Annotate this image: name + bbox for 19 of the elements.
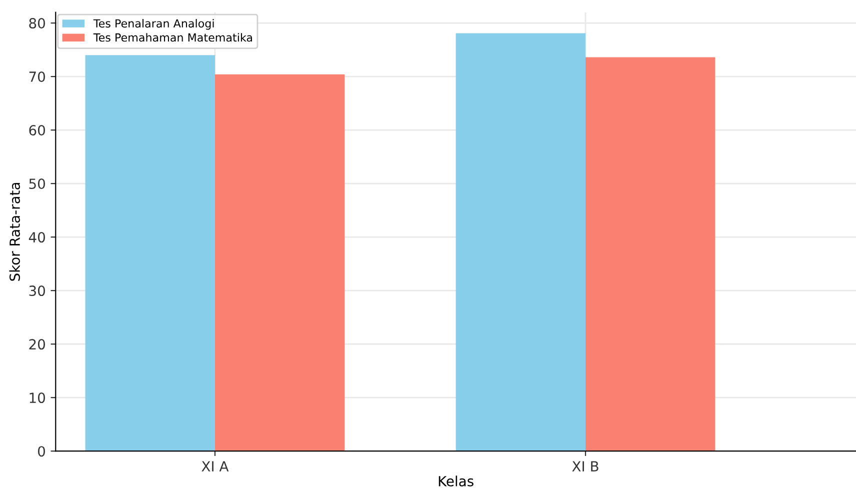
x-axis-title: Kelas (438, 476, 474, 486)
legend-label: Tes Penalaran Analogi (93, 18, 214, 30)
y-tick-label: 50 (29, 178, 45, 190)
y-tick-label: 10 (30, 392, 45, 404)
y-tick-label: 20 (29, 339, 45, 350)
legend-label: Tes Pemahaman Matematika (93, 33, 252, 42)
bar (586, 57, 716, 452)
y-tick-label: 70 (29, 72, 45, 82)
y-tick-label: 80 (29, 18, 45, 28)
y-axis-title: Skor Rata-rata (9, 182, 20, 281)
bar (456, 33, 586, 452)
y-tick-label: 30 (29, 286, 45, 296)
y-tick-label: 0 (38, 446, 45, 457)
bar (85, 55, 215, 452)
y-tick-label: 60 (29, 125, 45, 136)
x-tick-label: XI A (202, 461, 229, 472)
x-tick-label: XI B (572, 461, 598, 472)
y-tick-label: 40 (28, 232, 45, 243)
bar (214, 74, 345, 452)
